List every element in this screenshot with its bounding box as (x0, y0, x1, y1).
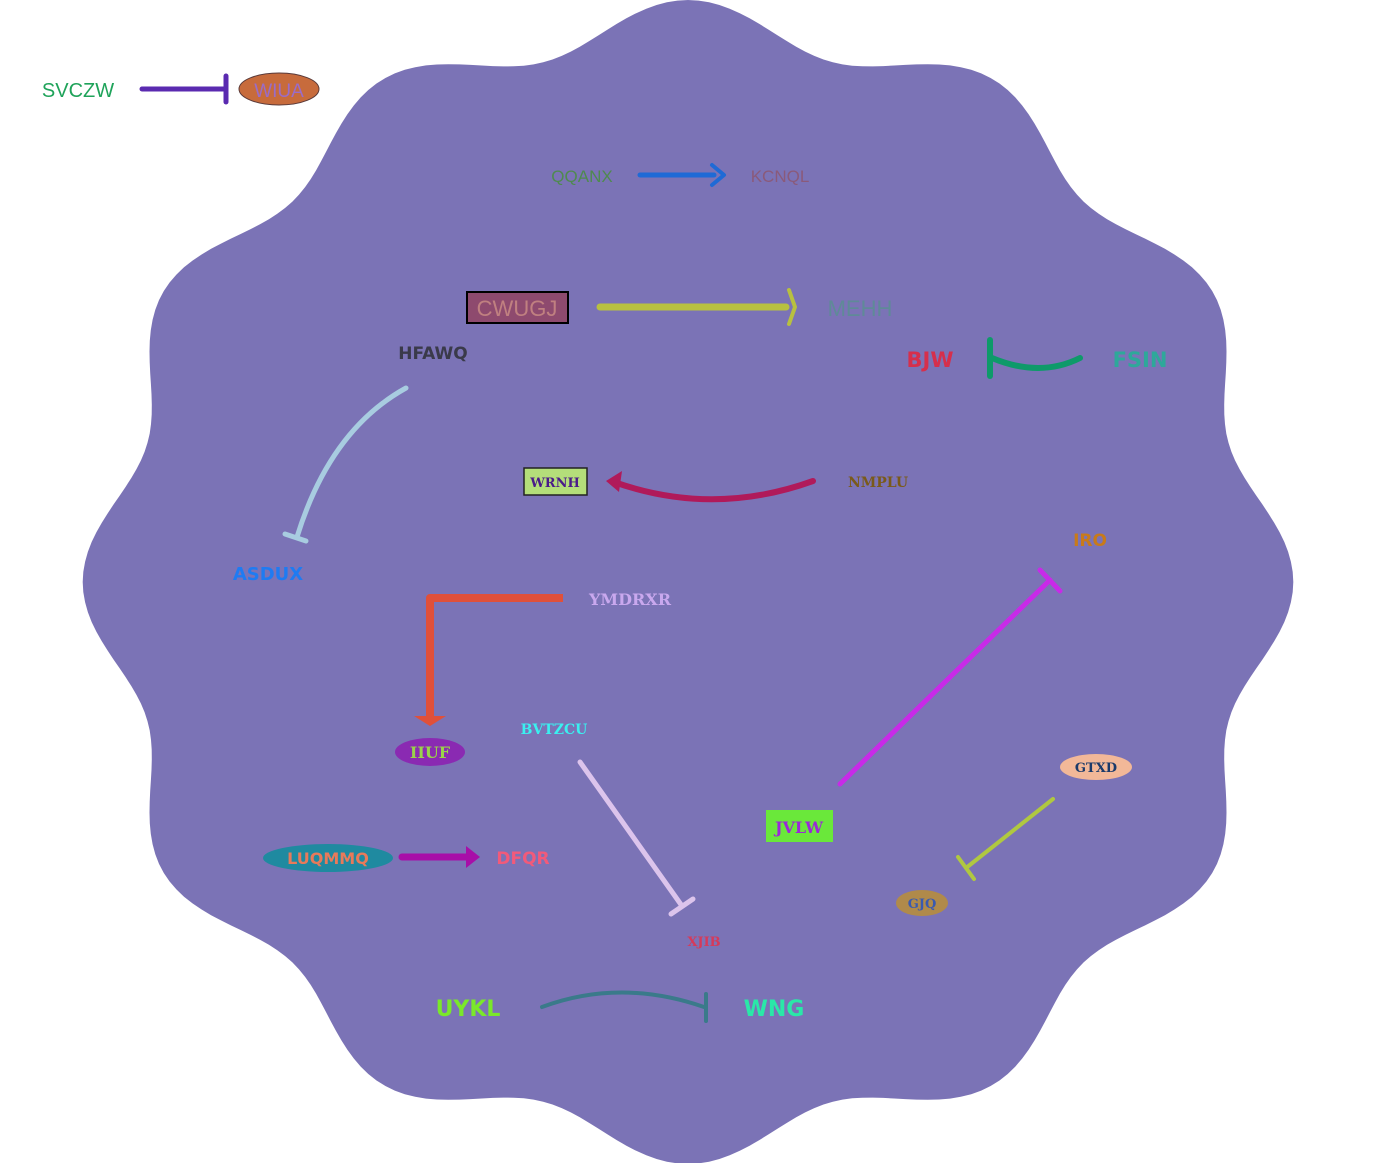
edge-svczw-wiua (139, 73, 229, 105)
node-iiuf-shape (395, 738, 465, 766)
edge-ymdrxr-iiuf (414, 594, 563, 726)
edge-cwugj-mehh (596, 288, 797, 326)
edge-fsin-bjw (987, 337, 1083, 379)
node-gtxd-shape (1060, 754, 1132, 780)
node-luqmmq-label: LUQMMQ (287, 849, 369, 868)
node-bjw-label: BJW (907, 348, 954, 372)
node-gjq-label: GJQ (908, 897, 937, 912)
node-mehh-label: MEHH (828, 296, 893, 321)
node-wiua-label: WIUA (254, 81, 304, 102)
node-cwugj-label: CWUGJ (477, 296, 558, 321)
node-gtxd-label: GTXD (1075, 761, 1117, 776)
node-wrnh-label: WRNH (529, 476, 580, 491)
node-jvlw-shape (766, 810, 833, 842)
node-xjib-label: XJIB (687, 935, 720, 950)
node-kcnql-label: KCNQL (751, 167, 810, 186)
node-gjq-shape (896, 890, 948, 916)
edge-hfawq-asdux (282, 385, 409, 544)
node-iiuf-label: IIUF (410, 743, 451, 762)
node-wng-label: WNG (744, 997, 805, 1022)
node-svczw-label: SVCZW (42, 80, 114, 102)
node-uykl-label: UYKL (436, 997, 501, 1022)
node-dfqr-label: DFQR (496, 849, 549, 869)
node-jvlw-label: JVLW (773, 818, 824, 837)
node-wrnh-shape (523, 467, 588, 496)
edge-qqanx-kcnql (637, 163, 726, 187)
node-bvtzcu-label: BVTZCU (521, 722, 588, 738)
node-asdux-label: ASDUX (233, 564, 303, 585)
cell-compartment (82, 0, 1294, 1163)
node-ymdrxr-label: YMDRXR (588, 590, 672, 609)
edge-jvlw-iro (837, 567, 1063, 787)
node-iro-label: IRO (1073, 531, 1107, 551)
node-nmplu-label: NMPLU (848, 475, 908, 491)
edge-uykl-wng (540, 990, 708, 1023)
node-cwugj-shape (466, 291, 569, 324)
node-fsin-label: FSIN (1113, 348, 1168, 372)
node-hfawq-label: HFAWQ (398, 344, 468, 364)
node-luqmmq-shape (263, 844, 393, 872)
edge-luqmmq-dfqr (398, 846, 480, 868)
node-wiua-shape (238, 72, 320, 106)
edge-bvtzcu-xjib (577, 759, 696, 917)
edge-nmplu-wrnh (606, 471, 816, 503)
edge-gtxd-gjq (956, 797, 1055, 881)
node-qqanx-label: QQANX (551, 167, 612, 186)
